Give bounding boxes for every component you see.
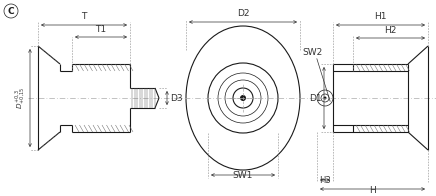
Text: D1: D1: [310, 93, 322, 103]
Text: SW2: SW2: [302, 47, 322, 56]
Text: H3: H3: [319, 176, 331, 185]
Text: H1: H1: [374, 12, 387, 21]
Text: D3: D3: [170, 93, 183, 103]
Text: T1: T1: [95, 24, 106, 34]
Text: H2: H2: [384, 25, 397, 34]
Text: T: T: [81, 12, 87, 21]
Text: SW1: SW1: [233, 171, 253, 180]
Circle shape: [324, 96, 327, 100]
Text: H: H: [369, 186, 376, 195]
Text: $D^{+0{,}3}_{+0{,}15}$: $D^{+0{,}3}_{+0{,}15}$: [14, 87, 27, 109]
Text: D2: D2: [237, 9, 249, 18]
Circle shape: [240, 95, 246, 101]
Text: C: C: [8, 6, 14, 15]
